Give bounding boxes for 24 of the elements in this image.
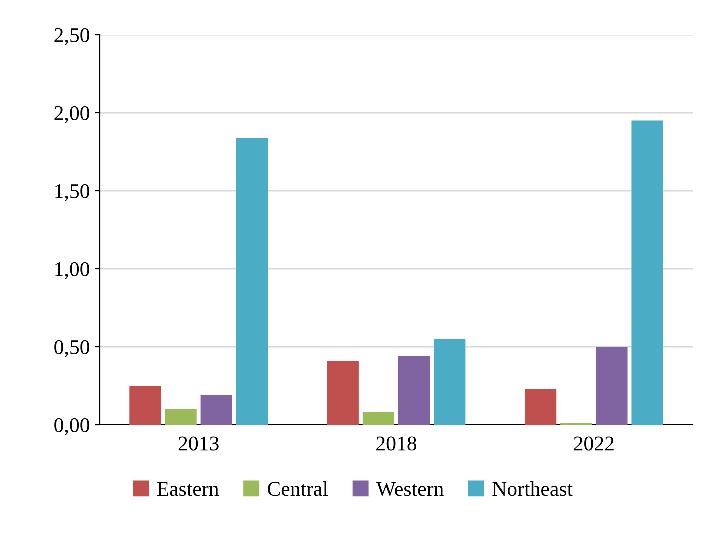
legend-label: Eastern xyxy=(157,482,219,496)
y-tick-label: 2,00 xyxy=(54,106,90,124)
bar xyxy=(632,120,664,425)
bar xyxy=(398,356,430,425)
legend-label: Central xyxy=(268,482,328,496)
legend-label: Northeast xyxy=(492,482,573,496)
bar xyxy=(165,409,197,425)
bar xyxy=(200,395,232,425)
bar xyxy=(236,138,268,425)
legend-label: Western xyxy=(376,482,444,496)
x-tick-label: 2013 xyxy=(178,436,219,451)
y-tick-label: 0,50 xyxy=(54,340,90,358)
y-tick-label: 1,50 xyxy=(56,184,90,202)
bar xyxy=(524,389,557,425)
x-tick-label: 2018 xyxy=(376,436,417,451)
y-tick-label: 0,00 xyxy=(54,418,90,436)
y-tick-label: 2,50 xyxy=(54,28,90,46)
bar xyxy=(130,386,162,425)
bar xyxy=(327,361,359,425)
x-tick-label: 2022 xyxy=(574,436,614,451)
y-tick-label: 1,00 xyxy=(56,262,90,280)
bar xyxy=(434,339,466,425)
bar xyxy=(362,412,395,425)
bar xyxy=(596,347,628,425)
